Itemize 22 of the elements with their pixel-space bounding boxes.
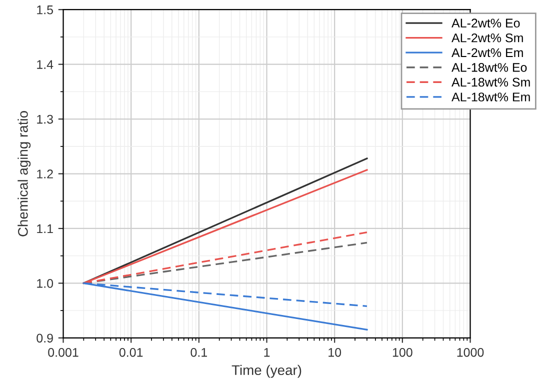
legend-label: AL-2wt% Em — [452, 48, 523, 58]
legend-label: AL-18wt% Sm — [452, 78, 530, 87]
x-tick-label: 0.001 — [48, 348, 78, 357]
y-tick-label: 0.9 — [36, 334, 53, 343]
y-tick-label: 1.3 — [37, 114, 53, 124]
y-tick-label: 1.1 — [37, 224, 53, 234]
x-tick-label: 0.1 — [190, 348, 207, 357]
x-tick-label: 100 — [392, 348, 412, 357]
x-tick-label: 10 — [328, 348, 342, 357]
y-tick-label: 1.5 — [37, 6, 54, 14]
x-tick-label: 1 — [264, 348, 270, 357]
legend-label: AL-18wt% Eo — [452, 63, 527, 72]
legend-label: AL-2wt% Sm — [452, 33, 523, 42]
y-tick-label: 1.0 — [37, 279, 54, 288]
y-tick-label: 1.2 — [37, 170, 53, 178]
y-axis-title: Chemical aging ratio — [18, 111, 31, 236]
y-tick-label: 1.4 — [37, 60, 54, 69]
legend-label: AL-2wt% Eo — [452, 18, 520, 28]
x-axis-title: Time (year) — [232, 364, 302, 378]
x-tick-label: 0.01 — [119, 348, 143, 357]
x-tick-label: 1000 — [457, 348, 484, 357]
legend-label: AL-18wt% Em — [452, 92, 530, 102]
